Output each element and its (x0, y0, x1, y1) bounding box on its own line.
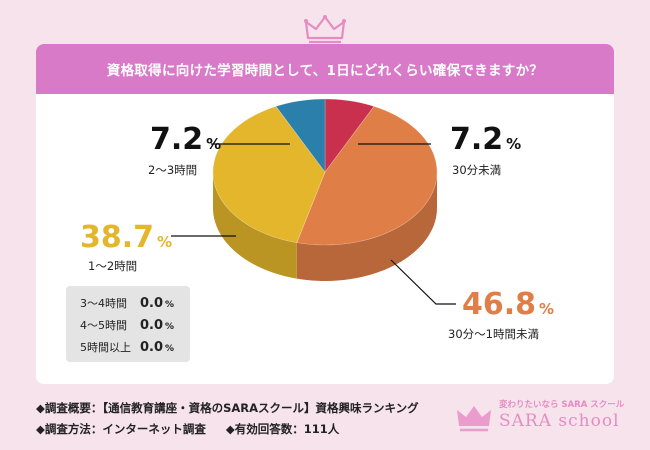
survey-method-row: ◆調査方法：インターネット調査 ◆有効回答数：111人 (36, 419, 419, 440)
survey-overview: ◆調査概要：【通信教育講座・資格のSARAスクール】資格興味ランキング (36, 401, 419, 415)
logo-name: SARA school (499, 411, 620, 431)
slice-value-1: 46.8% (462, 287, 554, 322)
slice-label-1: 30分～1時間未満 (448, 327, 539, 341)
pie-side-1 (296, 172, 437, 281)
slice-label-3: 2～3時間 (148, 163, 197, 177)
pie-side-2 (213, 172, 297, 279)
zero-items-box (66, 286, 190, 362)
pie-slice-3 (275, 98, 326, 173)
leader-line-1 (390, 259, 456, 305)
survey-method: ◆調査方法：インターネット調査 (36, 422, 206, 436)
zero-item-label-0: 3～4時間 (80, 297, 127, 310)
pie-slice-1 (296, 106, 438, 246)
slice-label-0: 30分未満 (452, 163, 501, 177)
slice-value-2: 38.7% (80, 220, 172, 255)
zero-item-value-2: 0.0% (140, 340, 174, 355)
pie-chart: 3～4時間 0.0 % 4～5時間 0.0 % 5時間以上 0.0% 7.2 % 30分未満 46.… (66, 98, 554, 362)
zero-item-value-0: 0.0% (140, 296, 174, 311)
sara-school-logo: 変わりたいなら SARA スクール SARA school (455, 398, 624, 438)
survey-count: ◆有効回答数：111人 (225, 422, 340, 436)
zero-item-label-1: 4～5時間 (80, 319, 127, 332)
pie-slice-0 (324, 98, 375, 173)
logo-crown-icon (457, 406, 491, 432)
pie-slice-2 (212, 106, 326, 243)
zero-item-value-1: 0.0% (140, 318, 174, 333)
slice-label-2: 1～2時間 (88, 259, 137, 273)
crown-icon (304, 15, 346, 44)
logo-tagline: 変わりたいなら SARA スクール (499, 400, 625, 410)
slice-value-3: 7.2% (150, 122, 221, 157)
chart-card: 資格取得に向けた学習時間として、1日にどれくらい確保できますか？ 3～4時間 0.… (36, 44, 614, 384)
question-title: 資格取得に向けた学習時間として、1日にどれくらい確保できますか？ (36, 44, 614, 94)
slice-value-0: 7.2% (450, 122, 521, 157)
survey-footer: ◆調査概要：【通信教育講座・資格のSARAスクール】資格興味ランキング ◆調査方… (36, 398, 419, 440)
zero-item-label-2: 5時間以上 (80, 341, 131, 354)
